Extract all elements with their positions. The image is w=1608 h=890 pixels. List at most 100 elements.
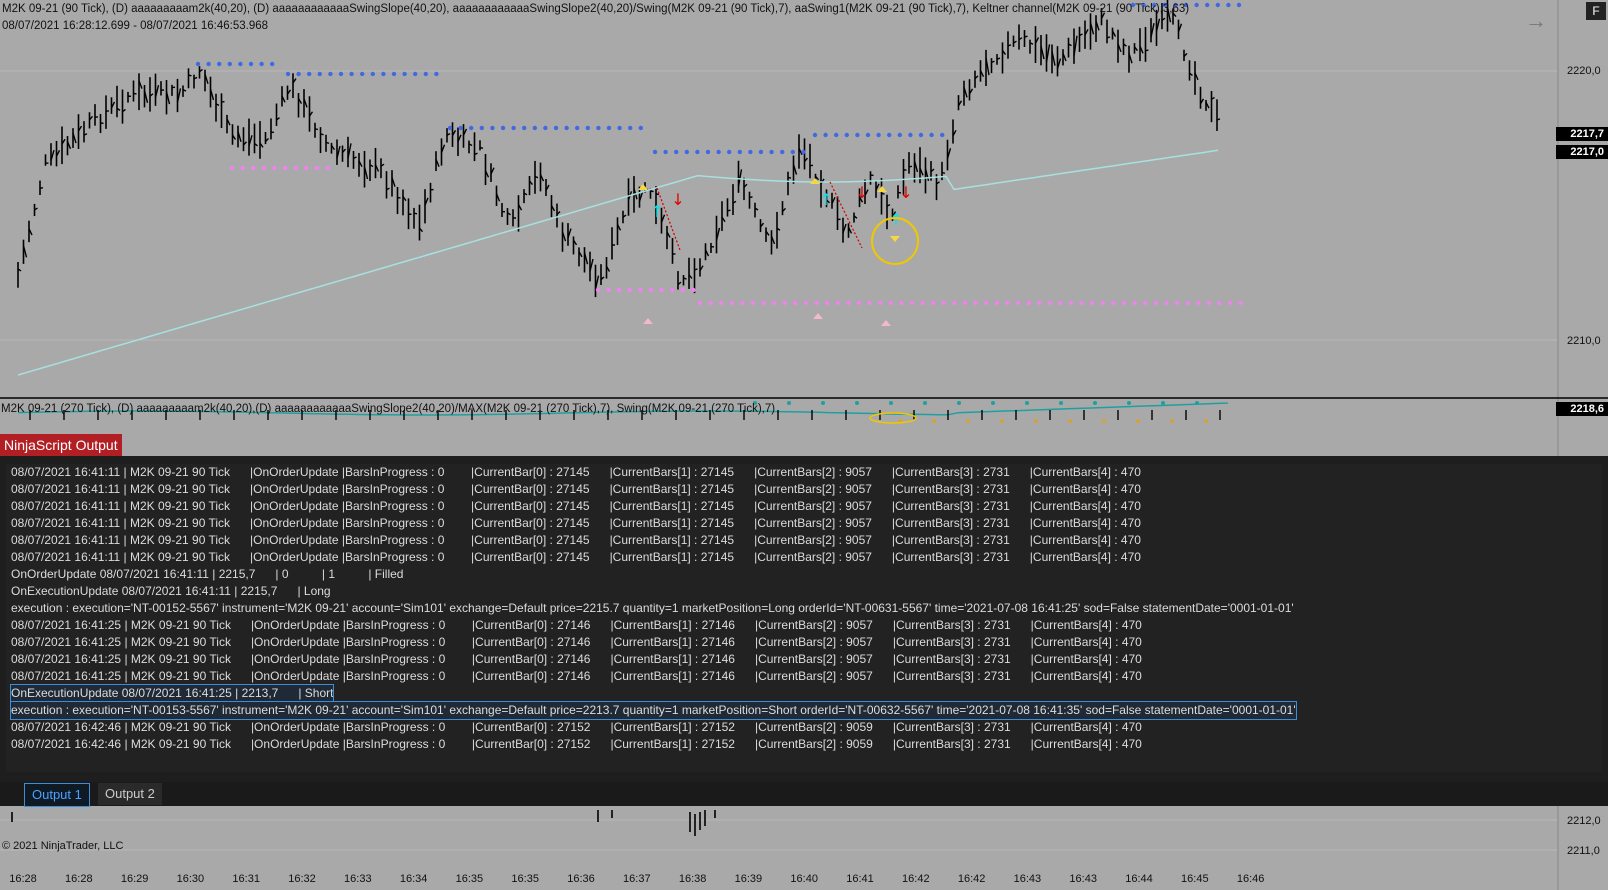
swing-high-dot [606, 125, 612, 131]
subpanel-line [17, 402, 1229, 416]
swing-high-dot [780, 149, 785, 155]
swing-high-dot [490, 125, 495, 131]
swing-low-dot [984, 300, 989, 306]
price-bar-tick [737, 169, 743, 187]
price-bar-tick [110, 101, 116, 109]
price-bar-tick [209, 88, 215, 101]
output-line[interactable]: execution : execution='NT-00152-5567' in… [11, 601, 1294, 615]
swing-high-dot [434, 71, 439, 77]
swing-low-dot [814, 300, 819, 306]
output-line[interactable]: 08/07/2021 16:41:11 | M2K 09-21 90 Tick … [11, 499, 1141, 513]
price-bar-tick [732, 200, 737, 204]
price-bar-tick [347, 143, 352, 159]
output-line[interactable]: 08/07/2021 16:41:25 | M2K 09-21 90 Tick … [11, 669, 1142, 683]
price-bar-tick [974, 75, 979, 80]
price-bar-tick [650, 190, 654, 193]
output-line[interactable]: 08/07/2021 16:41:11 | M2K 09-21 90 Tick … [11, 482, 1141, 496]
price-bar-tick [39, 186, 44, 189]
swing-low-dot [617, 287, 622, 293]
price-bar-tick [149, 93, 154, 97]
price-bar-tick [490, 167, 495, 175]
price-bar-tick [484, 170, 490, 178]
price-bar-tick [1089, 22, 1095, 35]
swing-low-dot [229, 165, 235, 171]
swing-low-dot [793, 300, 798, 306]
price-bar-tick [517, 204, 523, 211]
price-bar-tick [363, 166, 369, 180]
output-line[interactable]: 08/07/2021 16:42:46 | M2K 09-21 90 Tick … [11, 720, 1142, 734]
price-bar-tick [341, 148, 347, 154]
subpanel-title: M2K 09-21 (270 Tick), (D) aaaaaaaaam2k(4… [1, 403, 776, 415]
arrow-right-icon[interactable]: → [1525, 8, 1547, 33]
time-tick-label: 16:40 [790, 873, 818, 885]
price-bar-tick [369, 164, 374, 168]
swing-high-dot [652, 149, 658, 155]
output-line[interactable]: OnExecutionUpdate 08/07/2021 16:41:11 | … [11, 584, 331, 598]
signal-marker [877, 186, 887, 192]
price-bar-tick [308, 111, 314, 117]
swing-high-dot [217, 61, 222, 67]
price-bar-tick [100, 122, 104, 125]
output-window-title[interactable]: NinjaScript Output [0, 434, 122, 456]
output-line[interactable]: 08/07/2021 16:41:11 | M2K 09-21 90 Tick … [11, 550, 1141, 564]
swing-low-dot [888, 300, 893, 306]
output-line[interactable]: 08/07/2021 16:41:11 | M2K 09-21 90 Tick … [11, 465, 1141, 479]
output-line[interactable]: 08/07/2021 16:41:25 | M2K 09-21 90 Tick … [11, 635, 1142, 649]
swing-high-dot [918, 132, 924, 138]
swing-high-dot [317, 71, 322, 77]
tab-output-1[interactable]: Output 1 [24, 783, 90, 807]
swing-high-dot [360, 71, 365, 77]
highlight-circle [869, 412, 917, 424]
output-line[interactable]: OnExecutionUpdate 08/07/2021 16:41:25 | … [9, 684, 335, 703]
output-line[interactable]: OnOrderUpdate 08/07/2021 16:41:11 | 2215… [11, 567, 404, 581]
output-line[interactable]: 08/07/2021 16:42:46 | M2K 09-21 90 Tick … [11, 737, 1142, 751]
price-bar-tick [589, 258, 594, 272]
subpanel-dot [1059, 401, 1063, 405]
swing-high-dot [716, 149, 721, 155]
time-tick-label: 16:39 [734, 873, 763, 885]
subpanel-dot [1127, 401, 1131, 405]
price-bar-tick [858, 196, 864, 203]
swing-low-dot [1238, 300, 1243, 306]
swing-low-dot [1132, 300, 1137, 306]
price-bar-tick [891, 211, 897, 218]
swing-low-dot [1121, 300, 1127, 306]
swing-high-dot [663, 149, 668, 155]
output-line[interactable]: 08/07/2021 16:41:11 | M2K 09-21 90 Tick … [11, 516, 1141, 530]
price-bar-tick [765, 230, 770, 236]
swing-low-dot [691, 287, 696, 293]
price-label: 2212,0 [1567, 815, 1601, 827]
price-bar-tick [1106, 36, 1111, 39]
swing-high-dot [447, 125, 453, 131]
price-bar-tick [1133, 46, 1139, 52]
output-panel[interactable] [0, 456, 1608, 782]
price-bar-tick [1040, 45, 1045, 60]
tab-output-2[interactable]: Output 2 [98, 783, 162, 805]
swing-low-dot [325, 165, 330, 171]
price-bar-tick [528, 180, 534, 186]
price-bar-tick [594, 275, 600, 290]
swing-high-dot [575, 125, 580, 131]
price-bar-tick [386, 187, 390, 191]
keltner-line [17, 149, 1219, 376]
arrow-down-icon: ↓ [671, 190, 684, 209]
price-bar-tick [1029, 42, 1034, 45]
price-bar-tick [963, 86, 968, 98]
swing-high-dot [628, 125, 633, 131]
output-line[interactable]: 08/07/2021 16:41:25 | M2K 09-21 90 Tick … [11, 618, 1142, 632]
time-tick-label: 16:42 [957, 873, 986, 885]
swing-high-dot [1194, 2, 1199, 8]
fullscreen-button[interactable]: F [1586, 2, 1606, 20]
output-line[interactable]: 08/07/2021 16:41:11 | M2K 09-21 90 Tick … [11, 533, 1141, 547]
price-bar-tick [842, 223, 847, 234]
price-bar-tick [600, 276, 605, 281]
price-bar-tick [638, 191, 644, 202]
swing-low-dot [708, 300, 713, 306]
output-line[interactable]: 08/07/2021 16:41:25 | M2K 09-21 90 Tick … [11, 652, 1142, 666]
output-log[interactable] [6, 464, 1602, 772]
price-bar-tick [1199, 98, 1205, 105]
price-bar-tick [826, 199, 830, 204]
output-line[interactable]: execution : execution='NT-00153-5567' in… [10, 701, 1297, 720]
price-bar-tick [770, 235, 776, 245]
